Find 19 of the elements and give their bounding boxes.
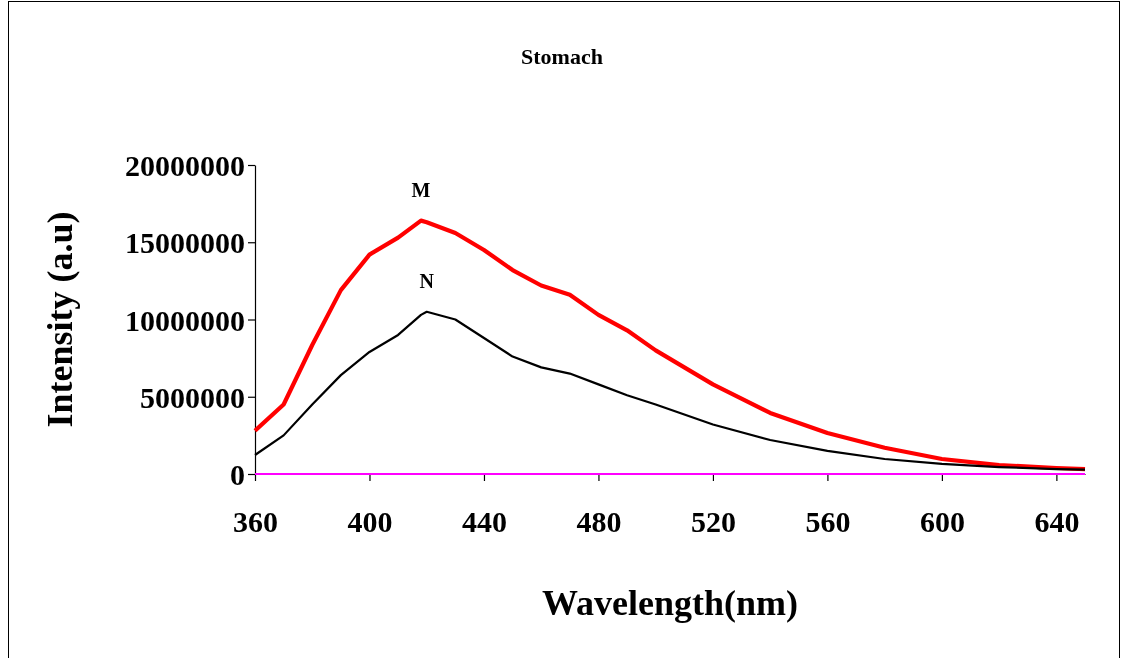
- y-tick-label: 5000000: [140, 380, 245, 414]
- x-axis-title: Wavelength(nm): [542, 583, 798, 623]
- x-tick-label: 640: [1034, 505, 1080, 538]
- x-tick-label: 560: [805, 505, 851, 538]
- x-tick-label: 520: [690, 505, 736, 538]
- x-tick-label: 600: [919, 505, 965, 538]
- y-axis-title: Intensity (a.u): [40, 211, 80, 428]
- x-tick-label: 440: [461, 505, 507, 538]
- x-tick-label: 360: [233, 505, 278, 538]
- y-tick-label: 0: [230, 458, 245, 491]
- series-label: M: [411, 178, 431, 201]
- y-tick-label: 20000000: [125, 149, 245, 182]
- x-tick-label: 480: [576, 505, 622, 538]
- y-tick-label: 15000000: [125, 226, 245, 260]
- line-series: [252, 218, 1088, 472]
- x-tick-label: 400: [347, 505, 393, 538]
- chart-title: Stomach: [521, 44, 603, 69]
- series-label: N: [419, 269, 435, 292]
- y-tick-label: 10000000: [125, 303, 245, 337]
